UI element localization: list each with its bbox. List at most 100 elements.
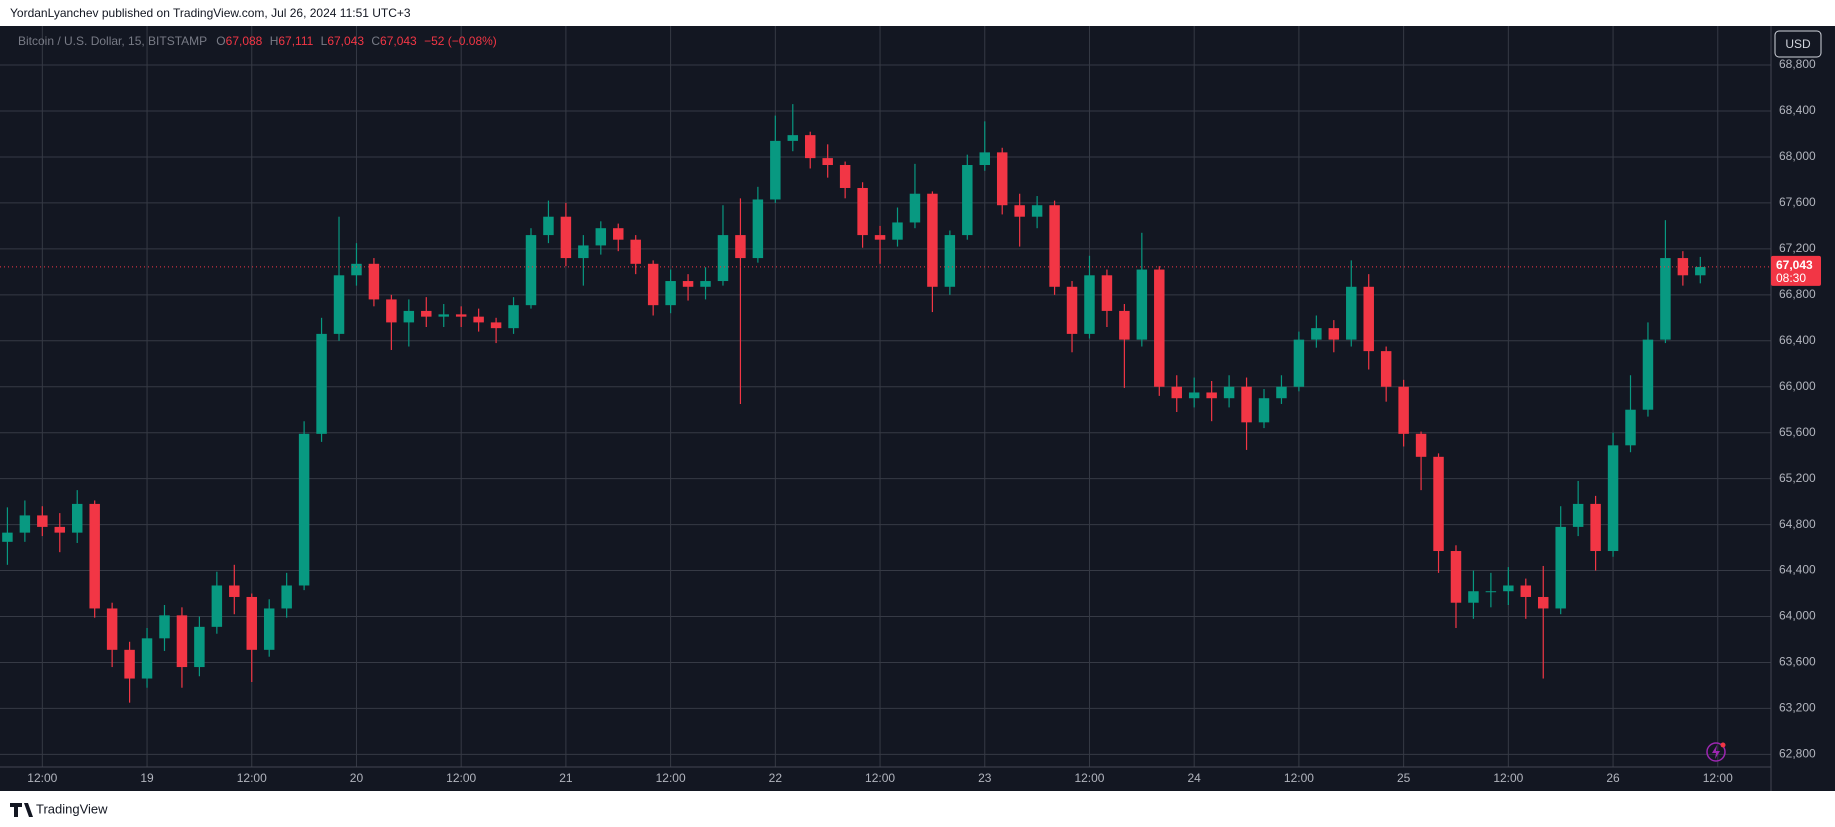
candle-body <box>421 310 432 317</box>
x-tick-label: 12:00 <box>446 771 476 785</box>
candle-body <box>159 615 170 639</box>
candle-body <box>1084 275 1095 334</box>
candle-body <box>19 515 31 533</box>
candle-body <box>1677 258 1689 276</box>
candle-body <box>665 281 676 306</box>
candle-body <box>752 199 764 259</box>
x-tick-label: 12:00 <box>237 771 267 785</box>
last-price-badge <box>1771 255 1821 286</box>
candle-body <box>1485 591 1497 593</box>
candle-body <box>54 526 66 533</box>
candle-body <box>857 187 868 236</box>
x-tick-label: 12:00 <box>1074 771 1104 785</box>
currency-label[interactable]: USD <box>1785 37 1811 51</box>
candle-body <box>822 158 833 166</box>
legend-low: 67,043 <box>327 34 364 48</box>
candle-body <box>613 228 624 240</box>
candle-body <box>1433 456 1444 552</box>
candle-body <box>1031 205 1043 217</box>
candle-body <box>176 615 188 668</box>
legend-low-label: L <box>321 34 328 48</box>
y-tick-label: 67,600 <box>1779 195 1816 209</box>
y-tick-label: 65,200 <box>1779 471 1816 485</box>
candle-body <box>874 235 886 240</box>
candle-body <box>944 235 956 287</box>
x-tick-label: 24 <box>1188 771 1202 785</box>
currency-button[interactable] <box>1774 30 1822 58</box>
candle-body <box>351 263 362 276</box>
candle-body <box>1538 596 1549 609</box>
candle-body <box>281 585 292 609</box>
y-tick-label: 66,000 <box>1779 379 1816 393</box>
x-tick-label: 25 <box>1397 771 1411 785</box>
candle-body <box>717 235 729 282</box>
candle-body <box>578 245 589 259</box>
alert-icon[interactable] <box>1706 742 1726 762</box>
candle-body <box>229 585 240 597</box>
candle-body <box>543 216 554 236</box>
candle-body <box>1276 386 1287 399</box>
candle-body <box>996 152 1008 206</box>
alert-dot <box>1720 742 1726 748</box>
candle-body <box>211 585 223 627</box>
y-tick-label: 63,600 <box>1779 655 1816 669</box>
candle-body <box>1188 392 1200 399</box>
candle-body <box>1206 392 1217 399</box>
candle-body <box>525 235 537 306</box>
candle-body <box>1363 286 1374 352</box>
chart-background <box>0 26 1835 791</box>
candle-body <box>124 649 135 679</box>
alert-bolt <box>1712 745 1720 759</box>
tradingview-footer: TradingView <box>36 801 108 816</box>
candle-body <box>298 433 310 586</box>
candle-body <box>1293 339 1305 387</box>
candle-body <box>455 314 467 317</box>
candle-body <box>333 275 345 334</box>
candle-body <box>1520 585 1532 597</box>
candle-body <box>962 165 973 236</box>
candle-body <box>403 310 415 323</box>
candle-body <box>1136 269 1148 340</box>
legend-high-label: H <box>270 34 279 48</box>
candle-body <box>1380 351 1392 387</box>
candle-body <box>1258 398 1270 423</box>
candle-body <box>438 314 449 317</box>
candle-body <box>927 193 938 287</box>
candle-body <box>386 299 397 323</box>
candle-body <box>194 626 205 668</box>
y-tick-label: 68,000 <box>1779 149 1816 163</box>
x-tick-label: 26 <box>1606 771 1620 785</box>
candle-body <box>368 263 380 300</box>
y-tick-label: 64,400 <box>1779 563 1816 577</box>
candle-body <box>1607 445 1619 552</box>
candle-body <box>909 193 921 223</box>
candle-body <box>1223 386 1235 399</box>
y-tick-label: 66,800 <box>1779 287 1816 301</box>
legend-high: 67,111 <box>278 34 313 48</box>
candle-body <box>1468 591 1479 603</box>
legend-change: −52 (−0.08%) <box>424 34 497 48</box>
candle-body <box>630 239 641 264</box>
candle-body <box>1066 286 1078 334</box>
candle-body <box>1642 339 1654 410</box>
countdown-label: 08:30 <box>1776 271 1806 285</box>
legend-symbol: Bitcoin / U.S. Dollar, 15, BITSTAMP <box>18 34 207 48</box>
candle-body <box>1346 286 1357 340</box>
y-tick-label: 68,400 <box>1779 103 1816 117</box>
candle-body <box>979 152 990 166</box>
candle-body <box>1572 503 1584 527</box>
candle-body <box>1241 386 1252 423</box>
candle-body <box>560 216 572 259</box>
candle-body <box>647 263 659 306</box>
legend-close-label: C <box>371 34 380 48</box>
x-tick-label: 12:00 <box>656 771 686 785</box>
y-tick-label: 64,000 <box>1779 609 1816 623</box>
candle-body <box>805 135 816 159</box>
candle-body <box>1398 386 1409 434</box>
candle-body <box>1415 433 1427 457</box>
x-tick-label: 20 <box>350 771 364 785</box>
y-tick-label: 68,800 <box>1779 57 1816 71</box>
candle-body <box>1450 551 1462 603</box>
